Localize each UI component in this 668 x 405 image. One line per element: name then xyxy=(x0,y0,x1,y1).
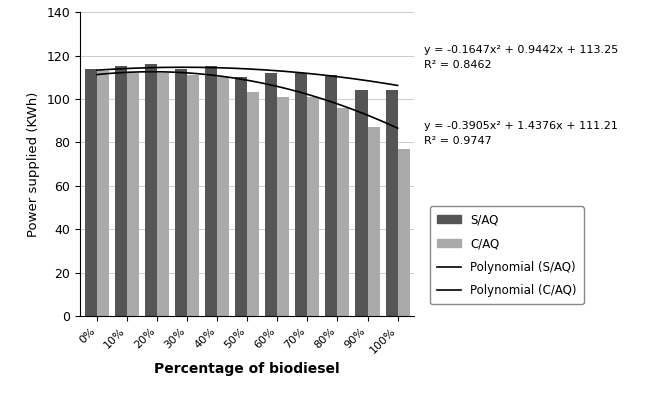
Bar xyxy=(307,97,319,316)
Bar xyxy=(217,77,229,316)
Bar xyxy=(235,77,247,316)
Bar xyxy=(367,127,379,316)
Bar xyxy=(115,66,127,316)
Text: y = -0.1647x² + 0.9442x + 113.25
R² = 0.8462: y = -0.1647x² + 0.9442x + 113.25 R² = 0.… xyxy=(424,45,619,70)
Bar xyxy=(337,108,349,316)
Bar xyxy=(277,97,289,316)
Bar xyxy=(397,149,409,316)
Bar xyxy=(85,68,97,316)
Bar xyxy=(355,90,367,316)
Bar xyxy=(247,92,259,316)
Bar xyxy=(385,90,397,316)
Bar xyxy=(265,73,277,316)
Bar xyxy=(97,71,109,316)
Y-axis label: Power supplied (KWh): Power supplied (KWh) xyxy=(27,92,39,237)
Legend: S/AQ, C/AQ, Polynomial (S/AQ), Polynomial (C/AQ): S/AQ, C/AQ, Polynomial (S/AQ), Polynomia… xyxy=(430,207,584,305)
Bar xyxy=(157,73,169,316)
Text: y = -0.3905x² + 1.4376x + 111.21
R² = 0.9747: y = -0.3905x² + 1.4376x + 111.21 R² = 0.… xyxy=(424,121,618,146)
Bar xyxy=(127,73,139,316)
X-axis label: Percentage of biodiesel: Percentage of biodiesel xyxy=(154,362,340,376)
Bar xyxy=(175,68,187,316)
Bar xyxy=(325,75,337,316)
Bar xyxy=(205,66,217,316)
Bar xyxy=(295,73,307,316)
Bar xyxy=(187,75,199,316)
Bar xyxy=(145,64,157,316)
